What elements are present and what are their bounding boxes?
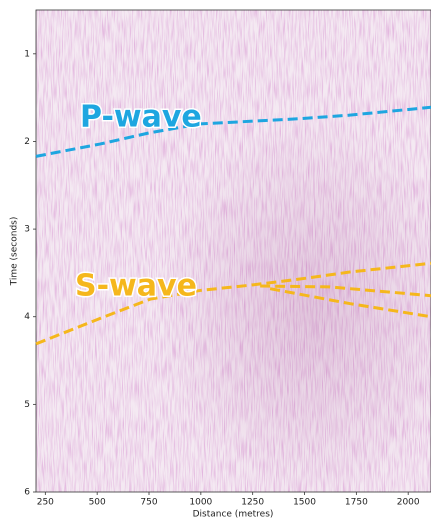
x-tick-label: 2000: [397, 498, 420, 508]
wave-label: S-wave: [75, 269, 197, 304]
page: {"chart_data": { "type": "line", "x_labe…: [0, 0, 431, 522]
x-tick-label: 500: [89, 498, 106, 508]
x-tick-label: 1250: [241, 498, 264, 508]
x-tick-label: 1750: [345, 498, 368, 508]
y-tick-label: 6: [24, 488, 30, 498]
x-axis-title: Distance (metres): [193, 510, 274, 520]
y-tick-label: 5: [24, 400, 30, 410]
x-tick-label: 1000: [189, 498, 212, 508]
y-tick-label: 3: [24, 225, 30, 235]
chart: Distance (metres) Time (seconds) 250 500 7…: [0, 0, 431, 522]
x-tick-label: 1500: [293, 498, 316, 508]
x-tick-label: 250: [37, 498, 54, 508]
y-tick-label: 2: [24, 137, 30, 147]
y-tick-label: 4: [24, 312, 30, 322]
x-tick-label: 750: [140, 498, 157, 508]
y-axis-title: Time (seconds): [10, 217, 20, 287]
y-tick-label: 1: [24, 49, 30, 59]
wave-label: P-wave: [80, 100, 202, 135]
noise-shade: [36, 10, 431, 492]
